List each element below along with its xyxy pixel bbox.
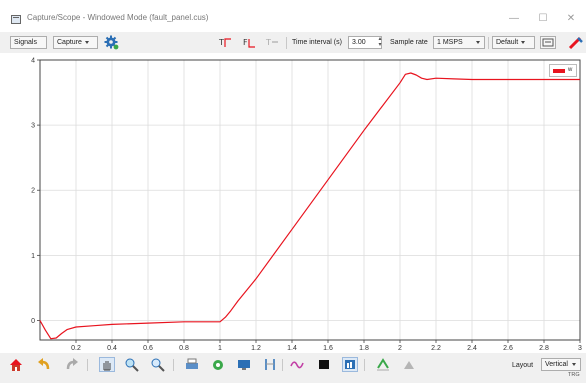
- print-icon[interactable]: [184, 357, 200, 372]
- series-layer: [39, 72, 580, 340]
- chart-view-icon[interactable]: [342, 357, 358, 372]
- toolbar-separator: [488, 37, 489, 49]
- sample-rate-label: Sample rate: [390, 39, 428, 46]
- legend-swatch: [553, 69, 565, 73]
- settings-gear-icon[interactable]: [104, 35, 119, 50]
- trigger-status-label: TRG: [568, 372, 580, 378]
- x-tick-label: 2.6: [503, 345, 513, 352]
- bottom-toolbar: Layout Vertical: [0, 353, 586, 383]
- svg-text:T: T: [218, 38, 224, 47]
- default-label: Default: [496, 39, 519, 46]
- chevron-down-icon: [571, 362, 576, 366]
- legend[interactable]: w: [549, 64, 577, 77]
- zoom-out-icon[interactable]: [150, 357, 166, 372]
- x-tick-label: 3: [578, 345, 582, 352]
- zoom-fit-button[interactable]: [540, 36, 556, 49]
- x-tick-label: 1: [218, 345, 222, 352]
- sample-rate-dropdown[interactable]: 1 MSPS: [433, 36, 485, 49]
- cursors-icon[interactable]: [262, 357, 278, 372]
- redo-icon[interactable]: [64, 357, 80, 372]
- trigger-level-icon[interactable]: T: [265, 36, 279, 49]
- app-window-icon: [11, 15, 21, 24]
- probe-tool-icon[interactable]: [568, 35, 583, 50]
- close-button[interactable]: ✕: [566, 13, 576, 24]
- chevron-down-icon: [521, 40, 526, 44]
- plot-area[interactable]: 0 1 2 3 4 0.2 0.4 0.6 0.8 1 1.2 1.4 1.6 1.8 2 2.2 2.4 2.…: [0, 53, 586, 353]
- y-tick-label: 4: [31, 58, 35, 65]
- waveform-style-icon[interactable]: [290, 357, 306, 372]
- time-interval-input[interactable]: 3.00: [348, 36, 382, 49]
- default-dropdown[interactable]: Default: [492, 36, 535, 49]
- trigger-rising-icon[interactable]: T: [218, 36, 232, 49]
- home-icon[interactable]: [8, 357, 24, 372]
- scope-toolbar: Signals Capture T F T Time interval (s) …: [0, 32, 586, 54]
- svg-text:T: T: [265, 38, 271, 47]
- title-bar: Capture/Scope - Windowed Mode (fault_pan…: [0, 0, 586, 32]
- legend-label: w: [568, 67, 573, 73]
- background-color-icon[interactable]: [316, 357, 332, 372]
- x-tick-label: 2.2: [431, 345, 441, 352]
- zoom-in-icon[interactable]: [124, 357, 140, 372]
- time-interval-label: Time interval (s): [292, 39, 342, 46]
- x-tick-label: 1.8: [359, 345, 369, 352]
- window-title: Capture/Scope - Windowed Mode (fault_pan…: [27, 13, 209, 22]
- plot-frame: [39, 59, 581, 341]
- x-tick-label: 1.2: [251, 345, 261, 352]
- svg-text:F: F: [243, 38, 248, 47]
- signals-button[interactable]: Signals: [10, 36, 47, 49]
- x-tick-label: 2.8: [539, 345, 549, 352]
- waveform-plot[interactable]: 0 1 2 3 4 0.2 0.4 0.6 0.8 1 1.2 1.4 1.6 1.8 2 2.2 2.4 2.…: [0, 53, 586, 353]
- x-tick-label: 0.4: [107, 345, 117, 352]
- layout-value: Vertical: [545, 361, 568, 368]
- x-tick-label: 1.4: [287, 345, 297, 352]
- y-tick-label: 3: [31, 123, 35, 130]
- spinner-arrows-icon[interactable]: ▴ ▾: [378, 36, 382, 48]
- y-tick-labels: 0 1 2 3 4: [31, 58, 35, 325]
- layout-label: Layout: [512, 362, 534, 369]
- maximize-button[interactable]: ☐: [538, 13, 548, 24]
- toolbar-separator: [282, 359, 283, 371]
- chevron-down-icon: [475, 40, 480, 44]
- capture-dropdown[interactable]: Capture: [53, 36, 98, 49]
- y-tick-label: 1: [31, 253, 35, 260]
- toolbar-separator: [173, 359, 174, 371]
- x-tick-label: 0.8: [179, 345, 189, 352]
- capture-label: Capture: [57, 39, 82, 46]
- grid: [40, 59, 581, 340]
- signals-label: Signals: [14, 39, 37, 46]
- toolbar-separator: [286, 37, 287, 49]
- x-tick-label: 0.6: [143, 345, 153, 352]
- pan-hand-icon[interactable]: [99, 357, 115, 372]
- toolbar-separator: [87, 359, 88, 371]
- layout-dropdown[interactable]: Vertical: [541, 358, 581, 371]
- x-tick-label: 2: [398, 345, 402, 352]
- toolbar-separator: [364, 359, 365, 371]
- export-icon[interactable]: [375, 357, 391, 372]
- minimize-button[interactable]: —: [509, 13, 519, 24]
- measure-icon[interactable]: [210, 357, 226, 372]
- triangle-marker-icon[interactable]: [401, 357, 417, 372]
- sample-rate-value: 1 MSPS: [437, 39, 463, 46]
- x-tick-label: 1.6: [323, 345, 333, 352]
- x-tick-label: 0.2: [71, 345, 81, 352]
- screen-icon[interactable]: [236, 357, 252, 372]
- axes: [37, 59, 581, 343]
- trigger-falling-icon[interactable]: F: [242, 36, 256, 49]
- x-tick-label: 2.4: [467, 345, 477, 352]
- y-tick-label: 2: [31, 188, 35, 195]
- x-tick-labels: 0.2 0.4 0.6 0.8 1 1.2 1.4 1.6 1.8 2 2.2 2.4 2.6 2.8 3: [71, 345, 582, 352]
- series-line-w: [39, 72, 580, 340]
- y-tick-label: 0: [31, 318, 35, 325]
- undo-icon[interactable]: [36, 357, 52, 372]
- chevron-down-icon: [84, 40, 89, 44]
